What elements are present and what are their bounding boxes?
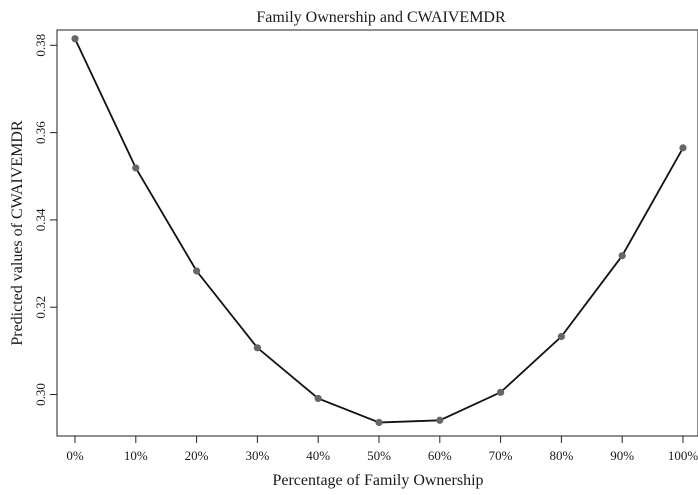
x-tick-label: 20% [185, 448, 209, 463]
y-axis-label: Predicted values of CWAIVEMDR [9, 120, 26, 346]
x-tick-label: 50% [367, 448, 391, 463]
y-axis: 0.30 0.32 0.34 0.36 0.38 [33, 34, 57, 406]
x-tick-label: 60% [428, 448, 452, 463]
data-point [193, 267, 200, 274]
chart-title: Family Ownership and CWAIVEMDR [256, 9, 506, 26]
data-point [679, 144, 686, 151]
data-point [71, 35, 78, 42]
data-point [254, 344, 261, 351]
x-tick-label: 30% [245, 448, 269, 463]
data-point [315, 395, 322, 402]
x-tick-label: 0% [66, 448, 84, 463]
x-tick-label: 90% [610, 448, 634, 463]
data-point [497, 389, 504, 396]
y-tick-label: 0.36 [33, 121, 48, 144]
data-point [436, 417, 443, 424]
x-axis: 0% 10% 20% 30% 40% 50% 60% 70% 80% 90% 100% [66, 436, 698, 463]
y-tick-label: 0.30 [33, 383, 48, 406]
data-point [619, 252, 626, 259]
y-tick-label: 0.38 [33, 34, 48, 57]
x-axis-label: Percentage of Family Ownership [272, 472, 483, 489]
x-tick-label: 80% [549, 448, 573, 463]
data-point [132, 164, 139, 171]
x-tick-label: 70% [489, 448, 513, 463]
data-point [375, 419, 382, 426]
x-tick-label: 100% [668, 448, 698, 463]
y-tick-label: 0.34 [33, 208, 48, 231]
data-point [558, 333, 565, 340]
series-points [71, 35, 686, 426]
x-tick-label: 10% [124, 448, 148, 463]
plot-frame [57, 30, 698, 436]
series-line [75, 39, 683, 423]
y-tick-label: 0.32 [33, 296, 48, 319]
x-tick-label: 40% [306, 448, 330, 463]
